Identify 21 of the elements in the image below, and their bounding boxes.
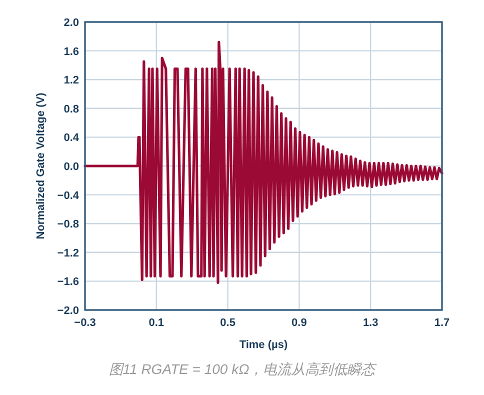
y-tick-label: 0.0 — [64, 161, 79, 173]
x-tick-label: 0.5 — [220, 317, 236, 329]
x-tick-label: 1.3 — [362, 317, 378, 329]
y-axis-title: Normalized Gate Voltage (V) — [35, 92, 47, 240]
y-tick-label: 1.6 — [64, 46, 79, 58]
x-tick-label: −0.3 — [74, 317, 96, 329]
x-tick-label: 0.1 — [148, 317, 164, 329]
y-tick-label: −1.2 — [57, 247, 79, 260]
y-tick-label: 1.2 — [64, 74, 79, 87]
x-tick-label: 0.9 — [292, 317, 307, 329]
caption: 图11 RGATE = 100 kΩ，电流从高到低瞬态 — [108, 361, 378, 377]
y-tick-label: −0.4 — [57, 190, 80, 202]
x-tick-label: 1.7 — [434, 317, 450, 329]
x-axis-title: Time (µs) — [239, 339, 288, 351]
y-tick-label: −0.8 — [57, 218, 79, 231]
y-tick-label: 0.8 — [64, 103, 79, 116]
y-tick-label: −2.0 — [57, 305, 79, 317]
y-tick-label: 0.4 — [64, 132, 80, 144]
y-tick-label: −1.6 — [57, 276, 79, 288]
y-tick-label: 2.0 — [64, 17, 79, 29]
line-series — [84, 40, 444, 284]
